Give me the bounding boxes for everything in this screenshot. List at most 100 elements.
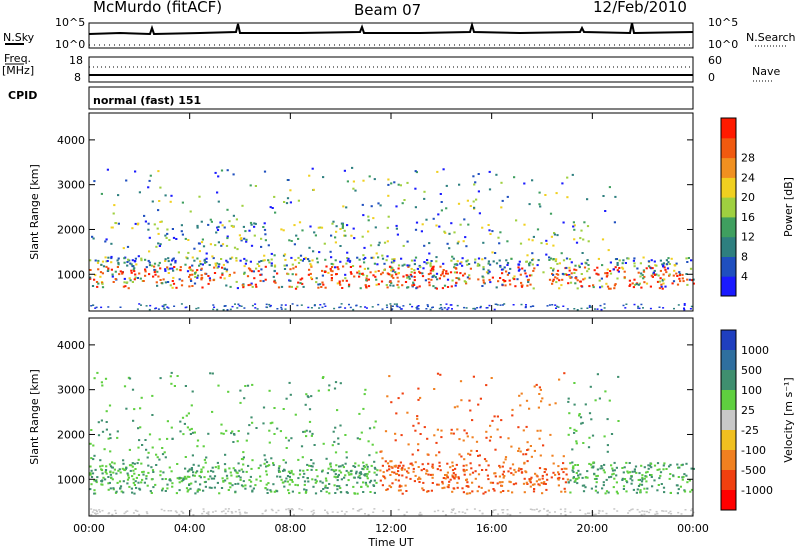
echo-cell bbox=[523, 477, 526, 480]
echo-cell bbox=[391, 471, 394, 474]
echo-cell bbox=[186, 475, 189, 478]
echo-cell bbox=[133, 270, 136, 273]
echo-cell bbox=[118, 468, 121, 471]
echo-cell bbox=[221, 243, 225, 246]
echo-cell bbox=[610, 464, 613, 467]
echo-cell bbox=[517, 263, 520, 266]
echo-cell bbox=[272, 464, 275, 466]
echo-cell bbox=[320, 226, 324, 229]
echo-cell bbox=[396, 283, 399, 286]
echo-cell bbox=[359, 477, 362, 480]
ground-scatter-cell bbox=[450, 304, 453, 306]
echo-cell bbox=[488, 270, 491, 273]
echo-cell bbox=[317, 389, 320, 392]
echo-cell bbox=[623, 270, 626, 273]
echo-cell bbox=[685, 474, 688, 477]
echo-cell bbox=[198, 488, 201, 491]
echo-cell bbox=[190, 468, 194, 471]
echo-cell bbox=[454, 473, 457, 476]
ground-scatter-cell bbox=[385, 304, 388, 306]
echo-cell bbox=[677, 476, 680, 478]
echo-cell bbox=[235, 471, 238, 474]
echo-cell bbox=[435, 454, 438, 457]
echo-cell bbox=[676, 463, 679, 466]
echo-cell bbox=[218, 263, 221, 266]
echo-cell bbox=[692, 278, 695, 281]
echo-cell bbox=[156, 270, 159, 273]
echo-cell bbox=[487, 262, 490, 265]
echo-cell bbox=[259, 479, 262, 482]
echo-cell bbox=[344, 474, 347, 477]
ground-scatter-cell bbox=[289, 508, 292, 511]
echo-cell bbox=[660, 483, 663, 485]
echo-cell bbox=[322, 283, 325, 286]
echo-cell bbox=[284, 258, 287, 261]
echo-cell bbox=[332, 469, 335, 472]
echo-layer bbox=[89, 166, 695, 311]
echo-cell bbox=[103, 448, 106, 451]
echo-cell bbox=[198, 250, 201, 253]
echo-cell bbox=[366, 485, 369, 488]
echo-cell bbox=[647, 464, 650, 467]
echo-cell bbox=[453, 231, 456, 234]
ground-scatter-cell bbox=[170, 510, 173, 512]
echo-cell bbox=[495, 286, 498, 289]
echo-cell bbox=[401, 264, 404, 267]
echo-cell bbox=[429, 473, 432, 476]
echo-cell bbox=[97, 259, 100, 262]
echo-cell bbox=[221, 272, 224, 275]
echo-cell bbox=[510, 445, 513, 448]
echo-cell bbox=[158, 438, 161, 441]
echo-cell bbox=[202, 245, 206, 248]
echo-cell bbox=[474, 261, 477, 264]
echo-cell bbox=[546, 478, 549, 481]
echo-cell bbox=[236, 440, 239, 443]
echo-cell bbox=[444, 231, 447, 234]
echo-cell bbox=[690, 279, 694, 282]
echo-cell bbox=[398, 485, 401, 488]
echo-cell bbox=[541, 397, 544, 400]
echo-cell bbox=[350, 473, 353, 476]
echo-cell bbox=[324, 258, 327, 261]
echo-cell bbox=[385, 284, 388, 286]
echo-cell bbox=[310, 465, 313, 467]
echo-cell bbox=[270, 490, 273, 493]
echo-cell bbox=[247, 267, 251, 270]
echo-cell bbox=[157, 170, 160, 173]
ground-scatter-cell bbox=[588, 306, 591, 308]
echo-cell bbox=[460, 399, 463, 402]
echo-cell bbox=[368, 481, 372, 484]
echo-cell bbox=[294, 413, 297, 416]
echo-cell bbox=[562, 462, 565, 465]
echo-cell bbox=[337, 268, 340, 271]
echo-cell bbox=[528, 479, 531, 482]
echo-cell bbox=[307, 396, 310, 399]
echo-cell bbox=[352, 187, 355, 190]
echo-cell bbox=[150, 492, 153, 494]
ground-scatter-cell bbox=[603, 303, 606, 305]
echo-cell bbox=[488, 229, 491, 232]
echo-cell bbox=[529, 478, 532, 481]
echo-cell bbox=[148, 250, 151, 253]
ground-scatter-cell bbox=[502, 509, 505, 511]
echo-cell bbox=[171, 286, 174, 289]
echo-cell bbox=[462, 439, 465, 442]
echo-cell bbox=[518, 268, 521, 271]
ground-scatter-cell bbox=[564, 514, 567, 516]
echo-cell bbox=[667, 261, 670, 264]
echo-cell bbox=[487, 260, 490, 263]
echo-cell bbox=[222, 263, 225, 266]
echo-cell bbox=[425, 472, 428, 475]
ground-scatter-cell bbox=[222, 309, 225, 311]
echo-cell bbox=[278, 465, 281, 468]
echo-cell bbox=[216, 461, 219, 464]
echo-cell bbox=[538, 484, 541, 487]
echo-cell bbox=[366, 465, 369, 468]
echo-cell bbox=[336, 485, 339, 488]
echo-cell bbox=[161, 478, 164, 481]
echo-cell bbox=[339, 260, 342, 263]
echo-cell bbox=[205, 257, 208, 260]
echo-cell bbox=[269, 489, 272, 492]
echo-cell bbox=[229, 285, 232, 288]
